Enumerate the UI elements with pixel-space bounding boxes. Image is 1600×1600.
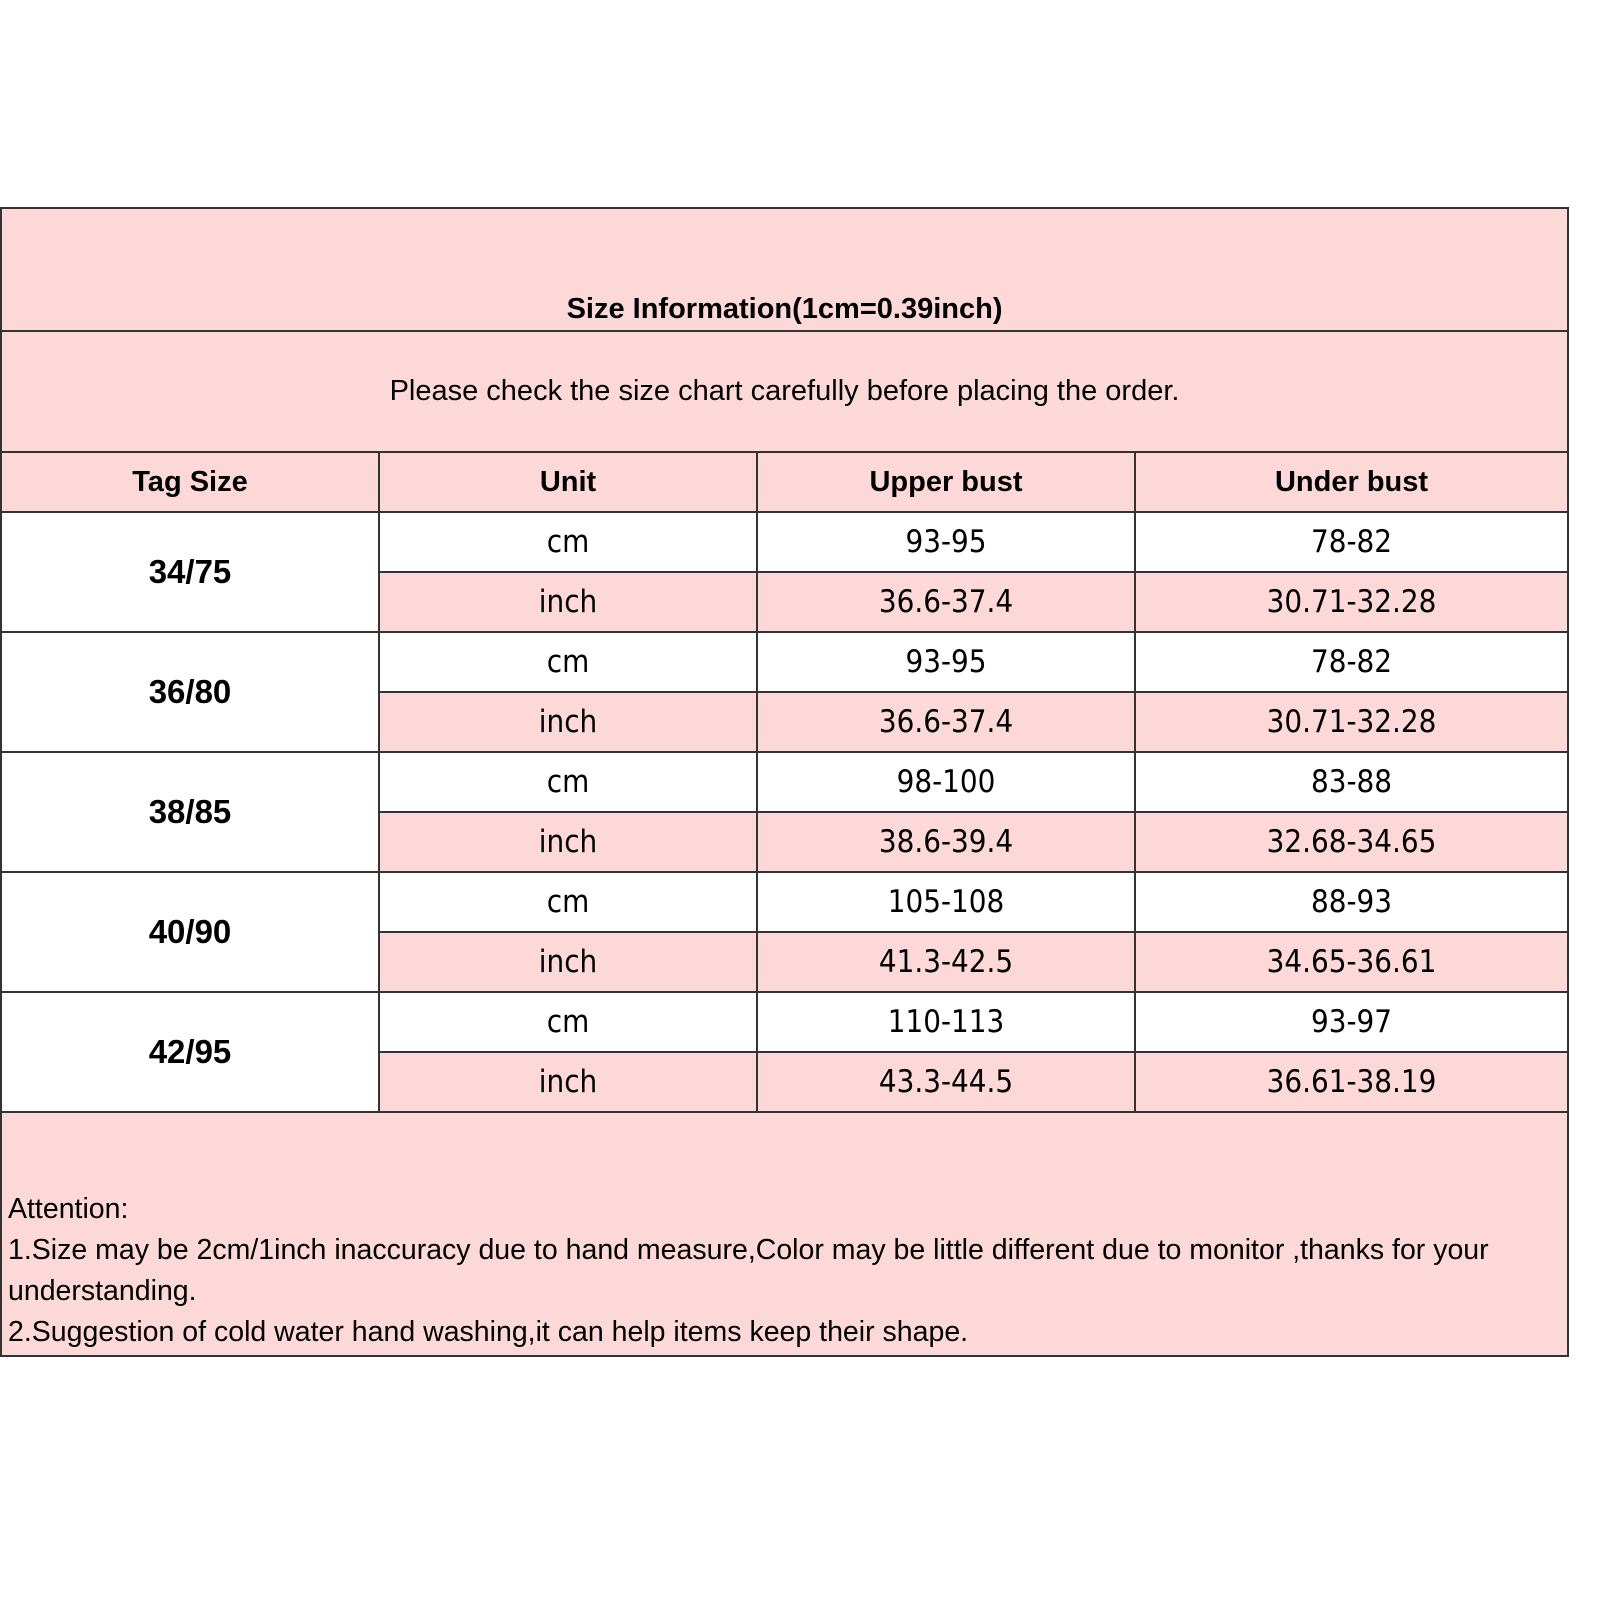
header-unit: Unit [378, 451, 758, 513]
table-row: inch 36.6-37.4 30.71-32.28 [1, 691, 1570, 753]
upper-bust-cell: 110-113 [756, 991, 1136, 1053]
attention-line-2: 2.Suggestion of cold water hand washing,… [8, 1316, 969, 1348]
table-row: inch 38.6-39.4 32.68-34.65 [1, 811, 1570, 873]
attention-notes: Attention: 1.Size may be 2cm/1inch inacc… [0, 1111, 1570, 1357]
size-chart: Size Information(1cm=0.39inch) Please ch… [0, 207, 1570, 1357]
unit-cell: cm [378, 631, 758, 693]
upper-bust-cell: 93-95 [756, 631, 1136, 693]
upper-bust-cell: 41.3-42.5 [756, 931, 1136, 993]
unit-cell: inch [378, 931, 758, 993]
unit-cell: inch [378, 571, 758, 633]
tag-size-cell: 34/75 [0, 511, 380, 633]
table-row: 34/75 cm 93-95 78-82 [0, 511, 1570, 633]
chart-title: Size Information(1cm=0.39inch) [0, 207, 1570, 332]
header-under-bust: Under bust [1133, 451, 1570, 513]
attention-heading: Attention: [8, 1193, 129, 1225]
unit-cell: inch [378, 691, 758, 753]
under-bust-cell: 78-82 [1133, 631, 1570, 693]
attention-line-1: 1.Size may be 2cm/1inch inaccuracy due t… [8, 1234, 1489, 1307]
tag-size-cell: 36/80 [0, 631, 380, 753]
header-tag-size: Tag Size [0, 451, 380, 513]
table-row: inch 36.6-37.4 30.71-32.28 [1, 571, 1570, 633]
unit-cell: cm [378, 871, 758, 933]
under-bust-cell: 83-88 [1133, 751, 1570, 813]
unit-cell: cm [378, 991, 758, 1053]
table-row: 36/80 cm 93-95 78-82 [0, 631, 1570, 753]
upper-bust-cell: 36.6-37.4 [756, 571, 1136, 633]
upper-bust-cell: 38.6-39.4 [756, 811, 1136, 873]
under-bust-cell: 93-97 [1133, 991, 1570, 1053]
unit-cell: inch [378, 811, 758, 873]
table-row: 38/85 cm 98-100 83-88 [0, 751, 1570, 873]
table-row: 40/90 cm 105-108 88-93 [0, 871, 1570, 993]
under-bust-cell: 88-93 [1133, 871, 1570, 933]
upper-bust-cell: 93-95 [756, 511, 1136, 573]
table-row: inch 43.3-44.5 36.61-38.19 [1, 1051, 1570, 1113]
header-upper-bust: Upper bust [756, 451, 1136, 513]
tag-size-cell: 38/85 [0, 751, 380, 873]
unit-cell: cm [378, 751, 758, 813]
unit-cell: inch [378, 1051, 758, 1113]
upper-bust-cell: 98-100 [756, 751, 1136, 813]
upper-bust-cell: 43.3-44.5 [756, 1051, 1136, 1113]
under-bust-cell: 78-82 [1133, 511, 1570, 573]
unit-cell: cm [378, 511, 758, 573]
tag-size-cell: 40/90 [0, 871, 380, 993]
under-bust-cell: 30.71-32.28 [1133, 571, 1570, 633]
under-bust-cell: 30.71-32.28 [1133, 691, 1570, 753]
size-table: Size Information(1cm=0.39inch) Please ch… [0, 207, 1570, 1357]
table-row: 42/95 cm 110-113 93-97 [0, 991, 1570, 1113]
chart-note: Please check the size chart carefully be… [0, 330, 1570, 453]
tag-size-cell: 42/95 [0, 991, 380, 1113]
under-bust-cell: 34.65-36.61 [1133, 931, 1570, 993]
under-bust-cell: 36.61-38.19 [1133, 1051, 1570, 1113]
upper-bust-cell: 36.6-37.4 [756, 691, 1136, 753]
table-row: inch 41.3-42.5 34.65-36.61 [1, 931, 1570, 993]
under-bust-cell: 32.68-34.65 [1133, 811, 1570, 873]
upper-bust-cell: 105-108 [756, 871, 1136, 933]
